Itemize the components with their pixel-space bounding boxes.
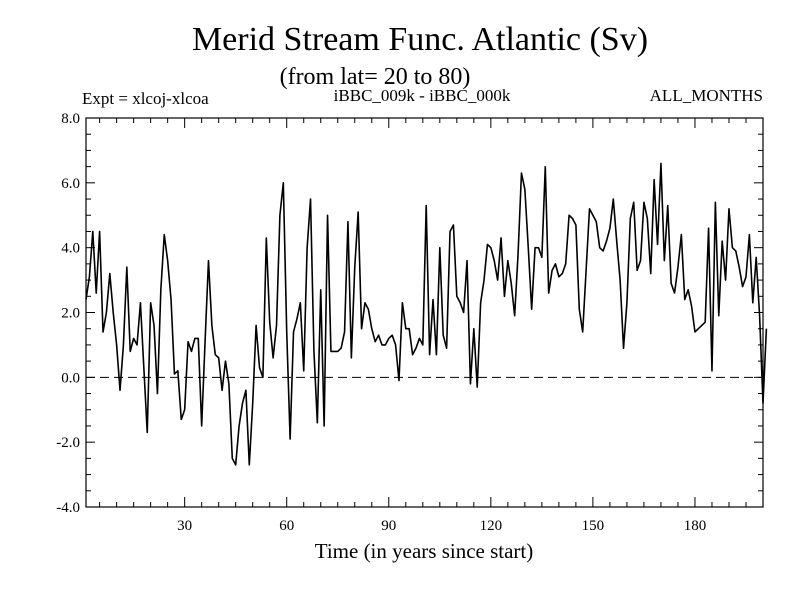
chart-title: Merid Stream Func. Atlantic (Sv)	[192, 21, 648, 58]
experiment-label: Expt = xlcoj-xlcoa	[82, 89, 209, 108]
x-tick-label: 90	[381, 518, 396, 534]
y-tick-label: 6.0	[61, 176, 80, 192]
series-line	[85, 162, 768, 466]
y-tick-label: 8.0	[61, 111, 80, 127]
comparison-label: iBBC_009k - iBBC_000k	[334, 86, 511, 105]
x-tick-label: 120	[480, 518, 503, 534]
y-tick-label: 0.0	[61, 370, 80, 386]
y-tick-label: -4.0	[56, 500, 80, 516]
y-tick-label: 2.0	[61, 306, 80, 322]
y-tick-label: 4.0	[61, 241, 80, 257]
x-axis-label: Time (in years since start)	[315, 539, 534, 563]
x-tick-labels: 30 60 90 120 150 180	[177, 518, 706, 534]
x-tick-label: 30	[177, 518, 192, 534]
plot-frame	[85, 117, 764, 508]
chart-subtitle: (from lat= 20 to 80)	[280, 64, 471, 90]
x-tick-label: 180	[684, 518, 707, 534]
x-tick-label: 60	[279, 518, 294, 534]
y-tick-label: -2.0	[56, 435, 80, 451]
months-label: ALL_MONTHS	[650, 86, 763, 105]
y-tick-labels: -4.0 -2.0 0.0 2.0 4.0 6.0 8.0	[56, 111, 80, 516]
x-tick-label: 150	[582, 518, 605, 534]
